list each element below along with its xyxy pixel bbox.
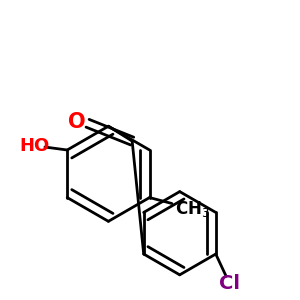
Text: HO: HO [20, 136, 50, 154]
Text: Cl: Cl [219, 274, 240, 293]
Text: O: O [68, 112, 86, 132]
Text: CH$_3$: CH$_3$ [175, 200, 210, 219]
